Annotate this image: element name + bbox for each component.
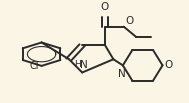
Text: Cl: Cl — [29, 61, 39, 71]
Text: O: O — [101, 2, 109, 12]
Text: H: H — [74, 60, 81, 69]
Text: O: O — [126, 16, 134, 26]
Text: O: O — [165, 60, 173, 70]
Text: N: N — [80, 60, 88, 70]
Text: N: N — [118, 69, 126, 79]
